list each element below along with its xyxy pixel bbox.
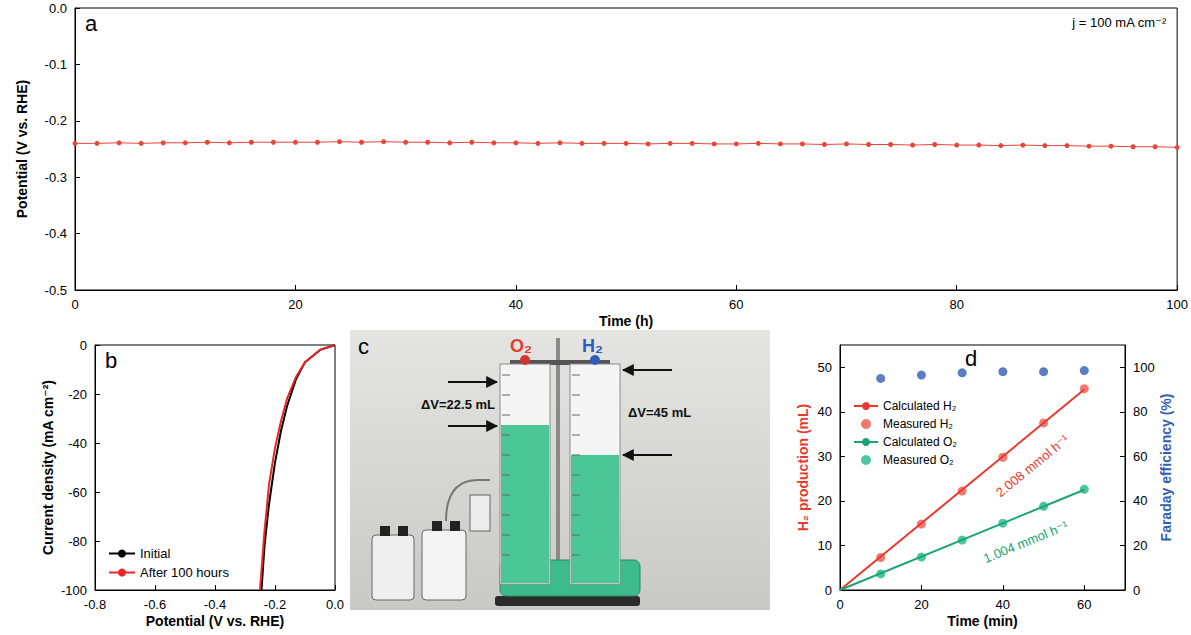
svg-text:c: c	[358, 334, 369, 359]
svg-text:60: 60	[729, 297, 743, 312]
svg-text:After 100 hours: After 100 hours	[140, 565, 229, 580]
svg-text:Initial: Initial	[140, 546, 170, 561]
svg-text:20: 20	[914, 597, 928, 612]
svg-text:Calculated O₂: Calculated O₂	[883, 435, 957, 449]
svg-text:2.008 mmol h⁻¹: 2.008 mmol h⁻¹	[993, 431, 1073, 500]
svg-text:Current density (mA cm⁻²): Current density (mA cm⁻²)	[40, 380, 56, 555]
svg-text:-100: -100	[61, 583, 87, 598]
svg-text:1.004 mmol h⁻¹: 1.004 mmol h⁻¹	[981, 518, 1071, 566]
svg-text:Measured H₂: Measured H₂	[883, 417, 953, 431]
svg-text:Measured O₂: Measured O₂	[883, 453, 954, 467]
svg-text:Potential (V vs. RHE): Potential (V vs. RHE)	[14, 80, 30, 218]
svg-text:-0.4: -0.4	[204, 597, 226, 612]
svg-text:Faraday efficiency (%): Faraday efficiency (%)	[1158, 394, 1174, 542]
svg-text:80: 80	[1133, 404, 1147, 419]
svg-text:20: 20	[818, 493, 832, 508]
svg-text:-0.2: -0.2	[45, 113, 67, 128]
svg-text:-60: -60	[68, 485, 87, 500]
svg-text:0: 0	[836, 597, 843, 612]
svg-text:Potential (V vs. RHE): Potential (V vs. RHE)	[146, 613, 284, 629]
svg-text:ΔV=22.5 mL: ΔV=22.5 mL	[421, 397, 495, 412]
svg-text:-40: -40	[68, 436, 87, 451]
svg-text:40: 40	[996, 597, 1010, 612]
svg-text:20: 20	[288, 297, 302, 312]
svg-text:a: a	[85, 11, 98, 36]
svg-text:-0.3: -0.3	[45, 170, 67, 185]
svg-text:-0.6: -0.6	[144, 597, 166, 612]
svg-text:40: 40	[1133, 493, 1147, 508]
svg-text:H₂ production (mL): H₂ production (mL)	[795, 404, 811, 532]
svg-text:-0.5: -0.5	[45, 283, 67, 298]
svg-text:30: 30	[818, 449, 832, 464]
svg-text:100: 100	[1133, 360, 1155, 375]
svg-text:ΔV=45 mL: ΔV=45 mL	[628, 405, 691, 420]
svg-text:-0.1: -0.1	[45, 57, 67, 72]
svg-text:0: 0	[1133, 583, 1140, 598]
svg-text:-0.4: -0.4	[45, 226, 67, 241]
svg-text:50: 50	[818, 360, 832, 375]
svg-text:O₂: O₂	[510, 336, 532, 356]
svg-text:0.0: 0.0	[49, 1, 67, 16]
svg-text:j = 100 mA cm⁻²: j = 100 mA cm⁻²	[1071, 15, 1167, 30]
svg-text:40: 40	[818, 404, 832, 419]
svg-text:H₂: H₂	[582, 336, 603, 356]
svg-text:0: 0	[71, 297, 78, 312]
svg-text:-20: -20	[68, 387, 87, 402]
svg-text:0.0: 0.0	[326, 597, 344, 612]
svg-text:Time (min): Time (min)	[947, 613, 1018, 629]
svg-text:-0.8: -0.8	[84, 597, 106, 612]
svg-text:-0.2: -0.2	[264, 597, 286, 612]
svg-text:60: 60	[1077, 597, 1091, 612]
svg-text:Calculated H₂: Calculated H₂	[883, 399, 957, 413]
svg-text:20: 20	[1133, 538, 1147, 553]
svg-text:40: 40	[509, 297, 523, 312]
svg-text:-80: -80	[68, 534, 87, 549]
svg-text:Time (h): Time (h)	[599, 313, 653, 329]
svg-text:b: b	[105, 348, 117, 373]
svg-text:100: 100	[1166, 297, 1188, 312]
svg-text:d: d	[965, 346, 977, 371]
svg-text:0: 0	[825, 583, 832, 598]
svg-text:10: 10	[818, 538, 832, 553]
svg-text:60: 60	[1133, 449, 1147, 464]
svg-text:0: 0	[80, 338, 87, 353]
svg-text:80: 80	[949, 297, 963, 312]
